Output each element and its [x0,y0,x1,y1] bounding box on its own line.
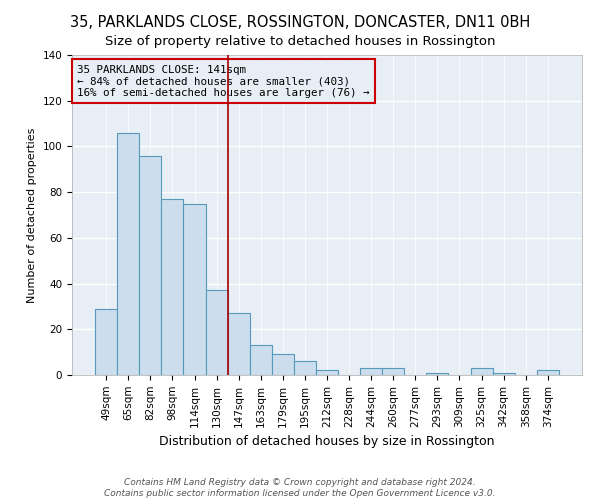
Text: 35, PARKLANDS CLOSE, ROSSINGTON, DONCASTER, DN11 0BH: 35, PARKLANDS CLOSE, ROSSINGTON, DONCAST… [70,15,530,30]
Bar [382,368,404,375]
Text: Contains HM Land Registry data © Crown copyright and database right 2024.
Contai: Contains HM Land Registry data © Crown c… [104,478,496,498]
Bar [316,370,338,375]
Bar [537,370,559,375]
Bar [184,204,206,375]
Bar [493,372,515,375]
Bar [227,314,250,375]
Bar [470,368,493,375]
Text: 35 PARKLANDS CLOSE: 141sqm
← 84% of detached houses are smaller (403)
16% of sem: 35 PARKLANDS CLOSE: 141sqm ← 84% of deta… [77,64,370,98]
Bar [206,290,227,375]
X-axis label: Distribution of detached houses by size in Rossington: Distribution of detached houses by size … [159,435,495,448]
Bar [95,308,117,375]
Bar [117,132,139,375]
Bar [250,346,272,375]
Y-axis label: Number of detached properties: Number of detached properties [27,128,37,302]
Bar [272,354,294,375]
Bar [161,199,184,375]
Bar [139,156,161,375]
Bar [294,362,316,375]
Bar [360,368,382,375]
Text: Size of property relative to detached houses in Rossington: Size of property relative to detached ho… [105,35,495,48]
Bar [427,372,448,375]
